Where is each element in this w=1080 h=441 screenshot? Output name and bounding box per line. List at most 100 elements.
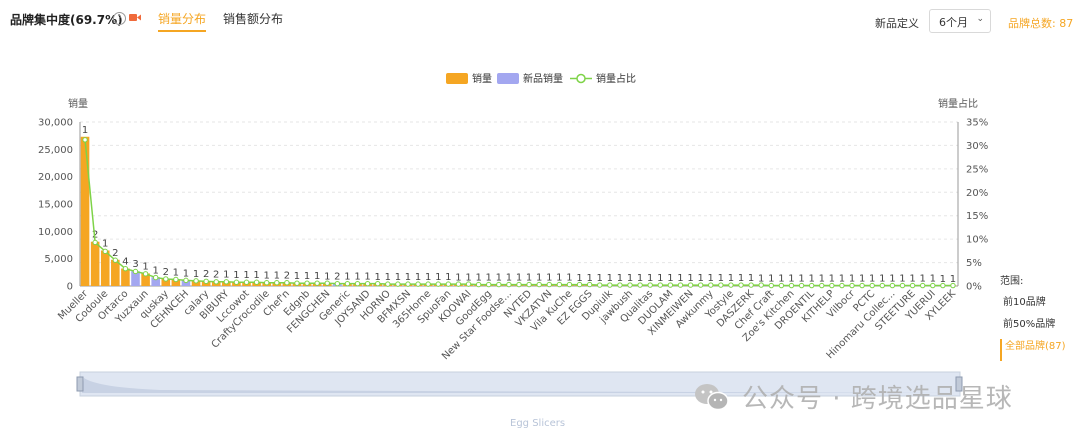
- chart-legend[interactable]: 销量 新品销量 销量占比: [446, 72, 636, 85]
- share-point: [395, 281, 401, 287]
- share-point: [496, 281, 502, 288]
- bar-label: 1: [728, 273, 734, 284]
- share-point: [506, 281, 512, 288]
- bar-label: 1: [455, 272, 461, 283]
- slider-handle-right: [955, 376, 963, 392]
- bar-label: 1: [304, 271, 310, 282]
- bar-label: 1: [748, 273, 754, 284]
- bar-label: 1: [738, 273, 744, 284]
- share-point: [425, 281, 431, 287]
- y-tick-left: 25,000: [38, 145, 73, 156]
- zoom-slider[interactable]: [76, 371, 963, 397]
- share-point: [869, 282, 875, 289]
- share-point: [112, 257, 119, 263]
- bar-label: 1: [677, 273, 683, 284]
- bar-label: 2: [284, 271, 290, 282]
- tab-sales-amount[interactable]: 销售额分布: [223, 12, 284, 26]
- bar-label: 1: [950, 274, 956, 285]
- share-point: [253, 279, 260, 285]
- share-point: [213, 279, 219, 285]
- share-point: [314, 280, 320, 286]
- bar-label: 1: [385, 272, 391, 283]
- slider-handle-left: [76, 376, 84, 392]
- share-point: [163, 276, 169, 282]
- bar-label: 1: [475, 272, 481, 283]
- bar-label: 1: [708, 273, 714, 284]
- legend-swatch-new-sales: [497, 73, 519, 84]
- range-top10[interactable]: 前10品牌: [1003, 297, 1046, 308]
- bar-sales: [80, 136, 90, 286]
- share-point: [637, 282, 643, 288]
- bar-label: 2: [112, 248, 118, 259]
- share-point: [475, 281, 482, 288]
- bar-label: 1: [647, 273, 653, 284]
- share-line[interactable]: [82, 137, 956, 289]
- bar-label: 1: [798, 273, 804, 284]
- bar-sales: [90, 241, 100, 286]
- bar-sales: [141, 273, 150, 286]
- top-toolbar: 品牌集中度(69.7%) ? 销量分布 销售额分布 新品定义 6个月 ⌄ 品牌总…: [0, 0, 1080, 40]
- legend-label-new-sales: 新品销量: [523, 72, 563, 85]
- share-point: [132, 268, 139, 275]
- tab-sales-volume[interactable]: 销量分布: [158, 10, 207, 32]
- share-point: [738, 282, 744, 288]
- range-all[interactable]: 全部品牌(87): [1000, 339, 1080, 361]
- x-tick-labels: MuellerCodouleOrtarcoYuzxaunquskayCEHNCE…: [56, 288, 958, 363]
- bar-label: 1: [395, 272, 401, 283]
- new-product-period-value: 6个月: [939, 16, 968, 29]
- bar-label: 1: [617, 273, 623, 284]
- bar-label: 1: [243, 270, 249, 281]
- share-point: [597, 282, 603, 288]
- share-point: [576, 281, 583, 288]
- share-point: [203, 278, 209, 285]
- bar-label: 1: [788, 273, 794, 284]
- page-title: 品牌集中度(69.7%): [10, 13, 123, 27]
- bar-label: 1: [586, 273, 592, 284]
- share-point: [324, 280, 330, 286]
- bar-label: 1: [486, 272, 492, 283]
- y-tick-right: 0%: [966, 282, 982, 293]
- bar-label: 1: [344, 271, 350, 282]
- share-point: [728, 282, 734, 288]
- share-point: [909, 282, 916, 289]
- slider-label: Egg Slicers: [510, 418, 566, 429]
- bar-label: 1: [576, 273, 582, 284]
- share-point: [102, 248, 108, 255]
- share-point: [385, 281, 391, 287]
- share-point: [486, 281, 492, 288]
- bar-label: 1: [930, 274, 936, 285]
- bar-label: 1: [859, 274, 865, 285]
- share-point: [859, 282, 865, 289]
- share-point: [455, 281, 462, 287]
- bar-label: 1: [819, 273, 825, 284]
- bar-label: 1: [849, 274, 855, 285]
- bar-label: 1: [869, 274, 875, 285]
- bar-label: 1: [183, 268, 189, 279]
- share-point: [667, 282, 674, 288]
- bar-label: 1: [536, 273, 542, 284]
- bar-label: 1: [435, 272, 441, 283]
- range-title: 范围:: [1000, 276, 1024, 287]
- bar-label: 1: [879, 274, 885, 285]
- new-product-period-select[interactable]: 6个月 ⌄: [929, 9, 991, 33]
- share-point: [586, 281, 593, 288]
- share-point: [526, 281, 532, 288]
- share-point: [566, 281, 573, 288]
- y-tick-right: 30%: [966, 141, 988, 152]
- share-point: [304, 280, 310, 286]
- bar-label: 1: [667, 273, 673, 284]
- share-point: [748, 282, 754, 288]
- bar-sales: [121, 268, 130, 286]
- share-point: [294, 280, 300, 286]
- bar-label: 1: [193, 269, 199, 280]
- share-point: [82, 137, 88, 143]
- bar-label: 1: [899, 274, 905, 285]
- range-top50pct[interactable]: 前50%品牌: [1003, 319, 1056, 330]
- video-icon[interactable]: [129, 13, 141, 22]
- share-point: [375, 280, 381, 287]
- bars[interactable]: [80, 136, 958, 286]
- share-point: [405, 281, 411, 287]
- share-point: [233, 279, 240, 285]
- y-axis-title-left: 销量: [68, 97, 88, 110]
- help-icon[interactable]: ?: [113, 12, 126, 25]
